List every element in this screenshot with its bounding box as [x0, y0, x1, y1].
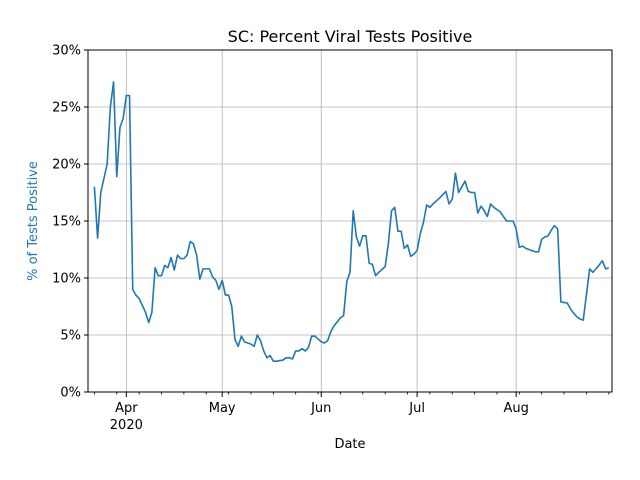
x-tick-label: Jun — [310, 401, 331, 416]
y-tick-label: 20% — [52, 158, 81, 173]
gridlines — [88, 49, 612, 393]
x-axis-label: Date — [334, 437, 365, 452]
y-tick-label: 30% — [52, 44, 81, 59]
x-axis-ticks: Apr 2020 May Jun Jul Aug — [93, 392, 610, 433]
x-tick-label: May — [209, 401, 236, 416]
y-tick-label: 0% — [60, 386, 81, 401]
y-tick-label: 5% — [60, 329, 81, 344]
x-tick-label: Jul — [408, 401, 425, 416]
x-tick-label: Apr — [115, 401, 138, 416]
y-axis-label: % of Tests Positive — [26, 161, 41, 281]
x-tick-label: Aug — [503, 401, 528, 416]
x-tick-year-label: 2020 — [110, 418, 143, 433]
y-tick-label: 15% — [52, 215, 81, 230]
y-tick-label: 25% — [52, 101, 81, 116]
y-tick-label: 10% — [52, 272, 81, 287]
y-axis-ticks: 0% 5% 10% 15% 20% 25% 30% — [52, 44, 88, 401]
series-line-percent-positive — [93, 81, 610, 363]
chart-title: SC: Percent Viral Tests Positive — [228, 27, 473, 46]
